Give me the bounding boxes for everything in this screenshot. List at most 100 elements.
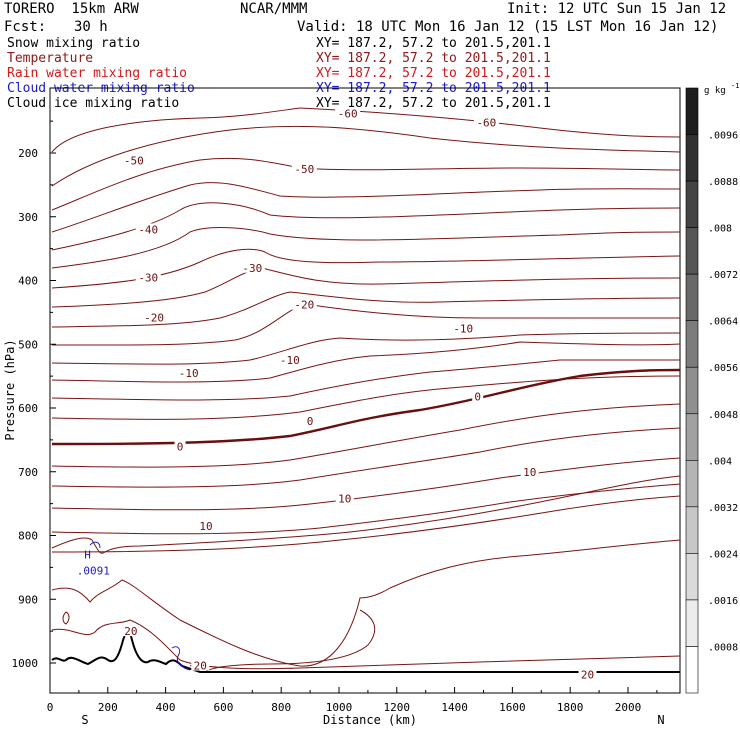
temperature-contour-label: -20 xyxy=(144,311,164,324)
cloudwater-label: .0091 xyxy=(77,565,110,578)
colorbar-swatch xyxy=(685,320,699,368)
contour-label-bg xyxy=(121,625,140,637)
temperature-contour-label: 10 xyxy=(199,520,212,533)
y-tick-label: 400 xyxy=(18,275,38,288)
cloudwater-contour-a xyxy=(171,646,191,671)
cloudwater-label: H xyxy=(84,549,91,562)
center-title: NCAR/MMM xyxy=(240,1,308,17)
contour-label-bg xyxy=(174,440,186,452)
legend-rain-name: Rain water mixing ratio xyxy=(7,66,188,81)
temperature-contour-label: -30 xyxy=(242,262,262,275)
temperature-contour-label: 0 xyxy=(474,391,481,404)
contour-label-bg xyxy=(141,311,167,323)
label-layer: -60 -60 -50 -50 -40 -30 -30 -20 -20 -10 -10 -10 0 0 0 1… xyxy=(77,107,597,681)
init-time: Init: 12 UTC Sun 15 Jan 12 xyxy=(507,1,727,17)
contour-label-bg xyxy=(578,668,597,680)
y-tick-label: 600 xyxy=(18,402,38,415)
isotherm-plus12 xyxy=(51,495,681,553)
contour-label-bg xyxy=(450,322,476,334)
colorbar-swatch xyxy=(685,366,699,415)
colorbar-tick-label: .0008 xyxy=(708,642,738,653)
colorbar-tick-label: .0032 xyxy=(708,503,738,514)
contour-label-bg xyxy=(304,414,316,426)
contour-label-bg xyxy=(176,366,202,378)
y-tick-label: 200 xyxy=(18,147,38,160)
x-tick-label: 1400 xyxy=(441,701,468,714)
colorbar-tick-label: .004 xyxy=(708,456,732,467)
isotherm-minus45 xyxy=(51,202,681,251)
temperature-contour-label: -50 xyxy=(294,163,314,176)
endpoint-south: S xyxy=(81,713,88,727)
legend-temperature-xy: XY= 187.2, 57.2 to 201.5,201.1 xyxy=(316,51,551,66)
temperature-contour-label: 20 xyxy=(581,668,594,681)
colorbar-swatch xyxy=(685,553,699,601)
isotherm-plus25-closed xyxy=(62,611,70,625)
cloudwater-contour-c xyxy=(89,541,101,549)
isotherm-plus5 xyxy=(51,403,681,468)
isotherm-plus5-b xyxy=(51,427,681,488)
contour-label-bg xyxy=(472,390,484,402)
contour-label-bg xyxy=(473,116,499,128)
isotherm-minus15 xyxy=(51,332,681,365)
legend-rain-xy: XY= 187.2, 57.2 to 201.5,201.1 xyxy=(316,66,551,81)
contour-label-bg xyxy=(135,271,161,283)
colorbar-tick-label: .0064 xyxy=(708,317,738,328)
colorbar-unit-exp: -1 xyxy=(731,82,739,90)
ground-surface xyxy=(181,665,680,673)
colorbar-tick-label: .0072 xyxy=(708,270,738,281)
isotherm-plus18 xyxy=(51,539,681,667)
temperature-contour-label: -10 xyxy=(179,367,199,380)
isotherm-minus50-b xyxy=(51,182,681,233)
colorbar-swatch xyxy=(685,460,699,508)
colorbar-tick-label: .008 xyxy=(708,224,732,235)
legend-cloudice-name: Cloud ice mixing ratio xyxy=(7,96,180,111)
temperature-contour-label: 10 xyxy=(523,466,536,479)
isotherm-minus5 xyxy=(51,359,680,401)
colorbar-tick-label: .0096 xyxy=(708,131,738,142)
model-title: TORERO 15km ARW xyxy=(4,1,139,17)
isotherm-minus10 xyxy=(51,341,681,383)
legend-snow-name: Snow mixing ratio xyxy=(7,36,141,51)
temperature-contour-label: 0 xyxy=(177,440,184,453)
isotherm-plus10 xyxy=(51,457,681,511)
isotherm-minus20 xyxy=(51,303,680,346)
y-tick-label: 300 xyxy=(18,211,38,224)
temperature-contour-label: 0 xyxy=(307,415,314,428)
valid-time: Valid: 18 UTC Mon 16 Jan 12 (15 LST Mon … xyxy=(297,19,719,35)
temperature-contour-label: -60 xyxy=(338,107,358,120)
endpoint-north: N xyxy=(657,713,664,727)
x-tick-label: 400 xyxy=(156,701,176,714)
colorbar-tick-label: .0016 xyxy=(708,596,738,607)
x-tick-label: 1200 xyxy=(384,701,411,714)
legend-temperature-name: Temperature xyxy=(7,51,94,66)
isotherm-minus50 xyxy=(51,157,681,211)
x-tick-label: 1800 xyxy=(557,701,584,714)
y-tick-label: 700 xyxy=(18,466,38,479)
y-tick-label: 1000 xyxy=(12,657,39,670)
y-tick-label: 500 xyxy=(18,338,38,351)
isotherm-plus20 xyxy=(51,619,681,670)
isotherm-minus30 xyxy=(51,267,681,308)
x-axis-label: Distance (km) xyxy=(323,713,417,727)
isotherm-minus60-b xyxy=(51,107,301,153)
temperature-contour-label: 20 xyxy=(194,660,207,673)
y-tick-label: 800 xyxy=(18,530,38,543)
contour-label-bg xyxy=(291,298,317,310)
contour-label-bg xyxy=(335,107,361,119)
temperature-contour-label: -10 xyxy=(280,354,300,367)
x-tick-label: 600 xyxy=(213,701,233,714)
contour-label-bg xyxy=(291,162,317,174)
colorbar-swatch xyxy=(685,506,699,554)
legend-snow-xy: XY= 187.2, 57.2 to 201.5,201.1 xyxy=(316,36,551,51)
contour-label-bg xyxy=(239,261,265,273)
temperature-contour-label: 10 xyxy=(338,493,351,506)
x-tick-label: 1600 xyxy=(499,701,526,714)
isotherm-minus25 xyxy=(51,291,681,328)
contour-label-bg xyxy=(277,354,303,366)
colorbar-swatch xyxy=(685,180,699,228)
y-tick-label: 900 xyxy=(18,593,38,606)
temperature-contour-label: -60 xyxy=(476,116,496,129)
colorbar-swatch xyxy=(685,227,699,275)
colorbar-unit: g kg xyxy=(704,86,726,96)
isotherm-minus55 xyxy=(51,125,681,187)
